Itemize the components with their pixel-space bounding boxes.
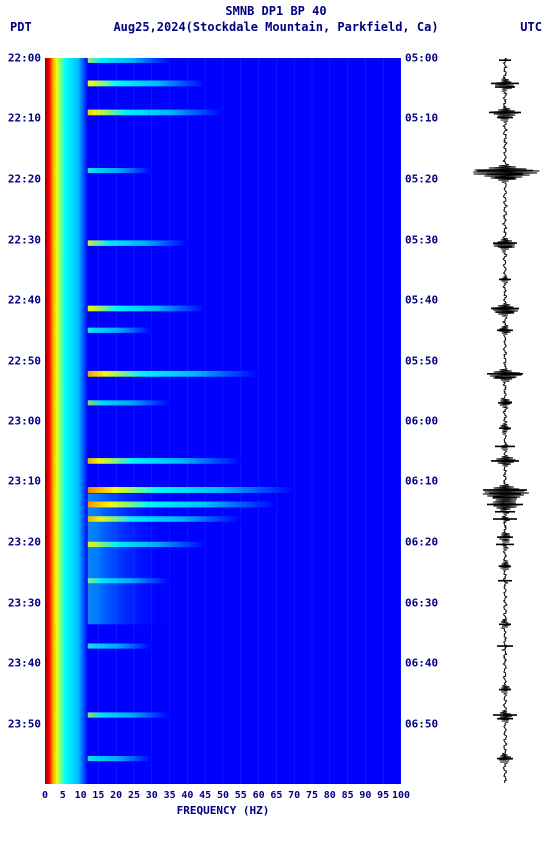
x-tick-label: 100: [392, 790, 410, 801]
x-tick-label: 45: [199, 790, 211, 801]
x-tick-label: 30: [146, 790, 158, 801]
y-left-tick-label: 22:30: [8, 233, 41, 246]
spectrogram-plot: [45, 58, 401, 784]
y-right-tick-label: 06:40: [405, 656, 438, 669]
x-tick-label: 75: [306, 790, 318, 801]
x-tick-label: 80: [324, 790, 336, 801]
y-left-tick-label: 22:50: [8, 354, 41, 367]
chart-title: SMNB DP1 BP 40: [0, 0, 552, 18]
chart-subtitle: PDT Aug25,2024(Stockdale Mountain, Parkf…: [0, 18, 552, 34]
y-axis-left: 22:0022:1022:2022:3022:4022:5023:0023:10…: [0, 58, 45, 784]
y-left-tick-label: 23:00: [8, 415, 41, 428]
y-right-tick-label: 06:20: [405, 536, 438, 549]
y-left-tick-label: 22:20: [8, 173, 41, 186]
y-right-tick-label: 05:10: [405, 112, 438, 125]
x-tick-label: 55: [235, 790, 247, 801]
x-tick-label: 5: [60, 790, 66, 801]
date-location: Aug25,2024(Stockdale Mountain, Parkfield…: [113, 20, 438, 34]
x-tick-label: 70: [288, 790, 300, 801]
y-right-tick-label: 06:00: [405, 415, 438, 428]
y-right-tick-label: 05:40: [405, 293, 438, 306]
x-tick-label: 10: [75, 790, 87, 801]
x-tick-label: 65: [270, 790, 282, 801]
x-tick-label: 35: [164, 790, 176, 801]
y-left-tick-label: 22:10: [8, 112, 41, 125]
y-left-tick-label: 23:10: [8, 475, 41, 488]
tz-right-label: UTC: [520, 20, 542, 34]
y-right-tick-label: 06:50: [405, 717, 438, 730]
y-left-tick-label: 23:30: [8, 596, 41, 609]
x-tick-label: 60: [253, 790, 265, 801]
y-axis-right: 05:0005:1005:2005:3005:4005:5006:0006:10…: [401, 58, 451, 784]
x-tick-label: 20: [110, 790, 122, 801]
y-left-tick-label: 23:40: [8, 656, 41, 669]
y-right-tick-label: 06:10: [405, 475, 438, 488]
x-tick-label: 85: [342, 790, 354, 801]
x-tick-label: 95: [377, 790, 389, 801]
x-axis-ticks: 0510152025303540455055606570758085909510…: [45, 784, 401, 804]
x-tick-label: 0: [42, 790, 48, 801]
tz-left-label: PDT: [10, 20, 32, 34]
x-tick-label: 50: [217, 790, 229, 801]
x-tick-label: 40: [181, 790, 193, 801]
y-right-tick-label: 05:30: [405, 233, 438, 246]
x-tick-label: 25: [128, 790, 140, 801]
y-left-tick-label: 23:50: [8, 717, 41, 730]
y-right-tick-label: 05:00: [405, 52, 438, 65]
y-right-tick-label: 06:30: [405, 596, 438, 609]
x-tick-label: 15: [92, 790, 104, 801]
y-right-tick-label: 05:20: [405, 173, 438, 186]
y-left-tick-label: 22:00: [8, 52, 41, 65]
y-left-tick-label: 23:20: [8, 536, 41, 549]
waveform-panel: [470, 58, 540, 784]
spectrogram-canvas: [45, 58, 401, 784]
x-tick-label: 90: [359, 790, 371, 801]
waveform-trace: [470, 58, 540, 784]
y-right-tick-label: 05:50: [405, 354, 438, 367]
y-left-tick-label: 22:40: [8, 293, 41, 306]
x-axis-label: FREQUENCY (HZ): [45, 804, 401, 817]
